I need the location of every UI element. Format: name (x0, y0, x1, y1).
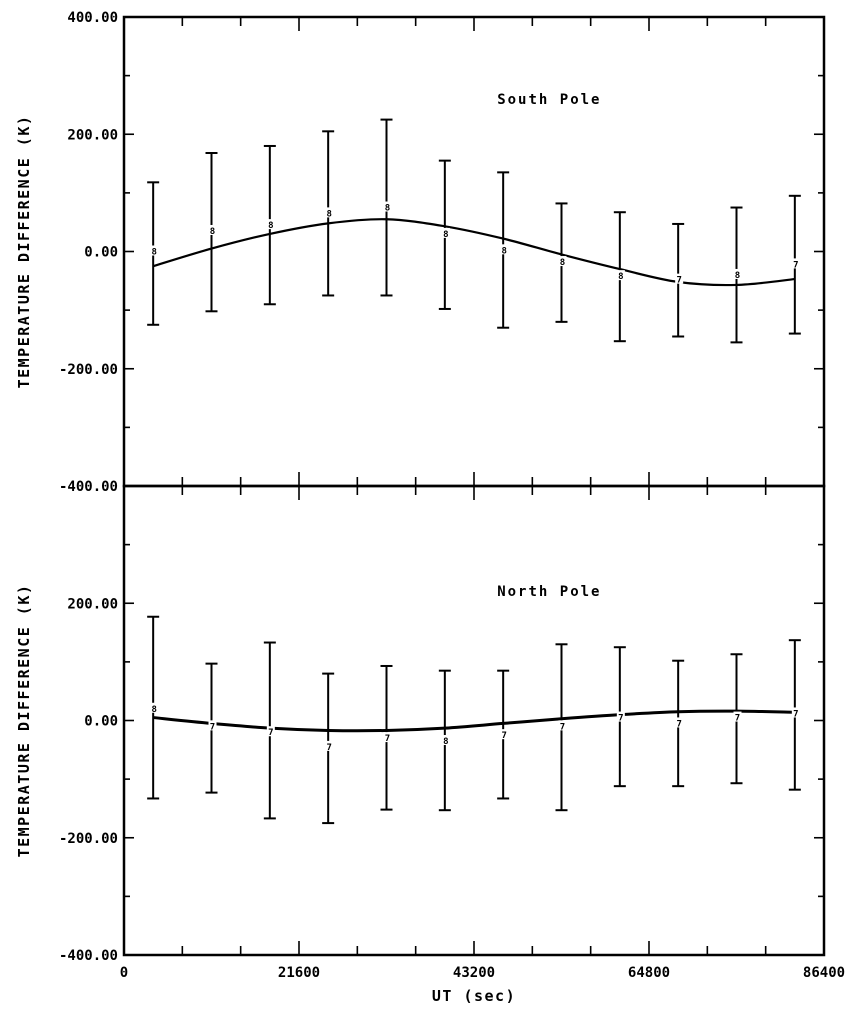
north-y-tick-label: -200.00 (59, 831, 118, 847)
north-marker-bg (150, 702, 159, 713)
south-y-tick-label: 0.00 (84, 245, 118, 261)
south-count-marker: 8 (443, 230, 448, 240)
south-marker-bg (675, 273, 684, 284)
north-marker-bg (266, 726, 275, 737)
south-marker-bg (500, 244, 509, 255)
south-count-marker: 7 (793, 260, 798, 270)
north-count-marker: 7 (501, 731, 506, 741)
south-marker-bg (208, 224, 217, 235)
north-count-marker: 7 (618, 714, 623, 724)
north-x-tick-label: 43200 (453, 965, 495, 981)
north-count-marker: 8 (151, 705, 156, 715)
north-marker-bg (558, 720, 567, 731)
north-x-tick-label: 86400 (803, 965, 845, 981)
north-plot-frame (122, 484, 826, 957)
north-marker-bg (733, 711, 742, 722)
north-count-marker: 7 (793, 709, 798, 719)
south-y-tick-label: 400.00 (67, 10, 118, 26)
north-count-marker: 7 (560, 722, 565, 732)
north-count-marker: 7 (326, 743, 331, 753)
north-y-tick-label: 200.00 (67, 596, 118, 612)
south-marker-bg (383, 201, 392, 212)
south-panel-label: South Pole (497, 92, 601, 108)
south-y-tick-label: -200.00 (59, 362, 118, 378)
south-y-tick-label: 200.00 (67, 127, 118, 143)
south-count-marker: 8 (501, 246, 506, 256)
north-x-tick-label: 64800 (628, 965, 670, 981)
north-panel-label: North Pole (497, 584, 601, 600)
south-count-marker: 8 (735, 271, 740, 281)
north-x-axis-title: UT (sec) (432, 987, 516, 1005)
south-y-tick-label: -400.00 (59, 479, 118, 495)
north-marker-bg (675, 717, 684, 728)
north-y-tick-label: -400.00 (59, 948, 118, 964)
south-marker-bg (616, 270, 625, 281)
south-count-marker: 8 (326, 209, 331, 219)
north-marker-bg (791, 707, 800, 718)
north-marker-bg (441, 735, 450, 746)
north-y-axis-title: TEMPERATURE DIFFERENCE (K) (15, 584, 33, 858)
north-fit-curve (153, 709, 795, 733)
north-marker-bg (500, 729, 509, 740)
south-count-marker: 8 (560, 258, 565, 268)
south-count-marker: 8 (385, 204, 390, 214)
north-marker-bg (616, 711, 625, 722)
south-marker-bg (558, 256, 567, 267)
north-count-marker: 7 (268, 728, 273, 738)
south-count-marker: 8 (210, 227, 215, 237)
south-marker-bg (733, 268, 742, 279)
north-x-tick-label: 0 (120, 965, 128, 981)
south-marker-bg (150, 245, 159, 256)
south-marker-bg (325, 207, 334, 218)
south-count-marker: 8 (151, 248, 156, 258)
north-count-marker: 7 (210, 722, 215, 732)
south-count-marker: 7 (676, 276, 681, 286)
north-marker-bg (325, 740, 334, 751)
south-plot-frame (122, 15, 826, 488)
north-count-marker: 7 (385, 734, 390, 744)
south-marker-bg (441, 227, 450, 238)
north-x-tick-label: 21600 (278, 965, 320, 981)
north-count-marker: 7 (676, 719, 681, 729)
south-count-marker: 8 (618, 272, 623, 282)
south-marker-bg (266, 219, 275, 230)
north-y-tick-label: 0.00 (84, 714, 118, 730)
south-y-axis-title: TEMPERATURE DIFFERENCE (K) (15, 115, 33, 389)
north-count-marker: 7 (735, 714, 740, 724)
south-fit-curve (152, 218, 795, 287)
north-count-marker: 8 (443, 737, 448, 747)
north-marker-bg (208, 720, 217, 731)
south-marker-bg (791, 258, 800, 269)
south-count-marker: 8 (268, 221, 273, 231)
north-marker-bg (383, 732, 392, 743)
